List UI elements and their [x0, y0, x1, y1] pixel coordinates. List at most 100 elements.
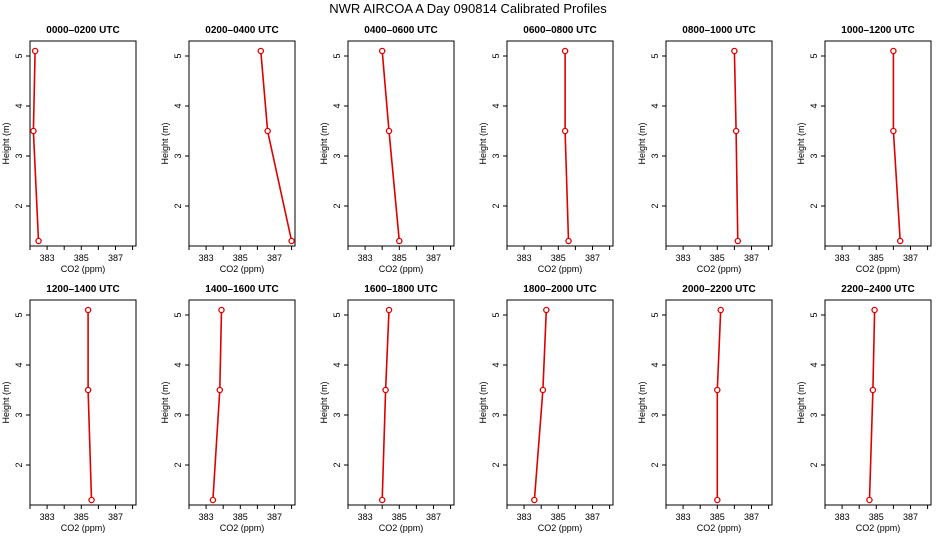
x-tick-label: 383: [358, 253, 373, 263]
profile-point: [561, 127, 569, 135]
y-tick-label: 4: [809, 362, 819, 367]
y-axis-label: Height (m): [1, 381, 11, 423]
plot-frame: [506, 299, 614, 506]
y-tick-label: 2: [14, 203, 24, 208]
y-tick-label: 3: [650, 153, 660, 158]
y-axis-label: Height (m): [796, 381, 806, 423]
profile-line: [381, 50, 401, 242]
x-tick-label: 385: [392, 253, 407, 263]
x-tick-label: 385: [392, 512, 407, 522]
profile-point: [385, 127, 393, 135]
panel-title: 0000–0200 UTC: [46, 25, 119, 36]
profile-point: [866, 496, 873, 504]
y-tick-label: 2: [491, 462, 501, 467]
y-axis-label: Height (m): [319, 122, 329, 164]
x-axis-label: CO2 (ppm): [697, 523, 742, 533]
panel-5: 1000–1200 UTC 383 385 387 2 3 4 5 CO2 (ppm) Heigh…: [796, 25, 932, 274]
y-axis-label: Height (m): [160, 122, 170, 164]
y-tick-label: 5: [809, 53, 819, 58]
x-tick-label: 385: [710, 512, 725, 522]
y-tick-label: 3: [332, 153, 342, 158]
y-tick-label: 3: [14, 412, 24, 417]
profile-point: [890, 47, 897, 55]
y-tick-label: 3: [809, 153, 819, 158]
y-tick-label: 3: [332, 412, 342, 417]
profile-point: [84, 386, 92, 394]
profile-line: [733, 50, 739, 242]
y-tick-label: 5: [809, 312, 819, 317]
x-tick-label: 387: [267, 512, 282, 522]
x-tick-label: 383: [517, 253, 532, 263]
profile-point: [209, 496, 217, 504]
x-tick-label: 385: [74, 253, 89, 263]
profile-point: [896, 237, 904, 245]
y-tick-label: 4: [173, 362, 183, 367]
y-axis-label: Height (m): [796, 122, 806, 164]
y-tick-label: 4: [650, 103, 660, 108]
profile-line: [87, 310, 93, 501]
profile-point: [35, 237, 42, 245]
profile-point: [218, 306, 225, 314]
y-tick-label: 2: [650, 203, 660, 208]
x-axis-label: CO2 (ppm): [379, 264, 424, 274]
profile-point: [30, 127, 37, 135]
x-axis-label: CO2 (ppm): [538, 264, 583, 274]
x-axis-label: CO2 (ppm): [220, 264, 265, 274]
panel-title: 1400–1600 UTC: [205, 284, 278, 295]
x-tick-label: 385: [710, 253, 725, 263]
y-tick-label: 3: [14, 153, 24, 158]
profile-point: [382, 386, 389, 394]
y-tick-label: 4: [14, 362, 24, 367]
profile-point: [31, 47, 39, 55]
x-tick-label: 387: [108, 512, 123, 522]
x-tick-label: 385: [551, 512, 566, 522]
x-tick-label: 387: [267, 253, 282, 263]
y-tick-label: 5: [14, 312, 24, 317]
x-axis-label: CO2 (ppm): [856, 264, 901, 274]
panel-7: 1400–1600 UTC 383 385 387 2 3 4 5 CO2 (ppm) Heigh…: [160, 284, 296, 533]
panel-title: 2000–2200 UTC: [682, 284, 755, 295]
y-tick-label: 2: [491, 203, 501, 208]
panel-4: 0800–1000 UTC 383 385 387 2 3 4 5 CO2 (ppm) Heigh…: [637, 25, 773, 274]
profile-point: [714, 496, 721, 504]
x-axis-label: CO2 (ppm): [538, 523, 583, 533]
plot-frame: [347, 40, 455, 247]
profile-point: [565, 237, 572, 245]
x-tick-label: 383: [199, 512, 214, 522]
x-tick-label: 387: [744, 253, 759, 263]
x-axis-label: CO2 (ppm): [697, 264, 742, 274]
panel-title: 0800–1000 UTC: [682, 25, 755, 36]
y-tick-label: 5: [173, 312, 183, 317]
profile-point: [264, 127, 271, 135]
y-tick-label: 2: [14, 462, 24, 467]
profile-line: [868, 309, 876, 501]
panel-9: 1800–2000 UTC 383 385 387 2 3 4 5 CO2 (ppm) Heigh…: [478, 284, 614, 533]
x-tick-label: 385: [869, 512, 884, 522]
y-tick-label: 4: [491, 103, 501, 108]
y-tick-label: 3: [491, 412, 501, 417]
y-axis-label: Height (m): [637, 381, 647, 423]
profile-point: [717, 306, 724, 314]
x-tick-label: 385: [233, 512, 248, 522]
y-tick-label: 4: [14, 103, 24, 108]
x-axis-label: CO2 (ppm): [856, 523, 901, 533]
profile-point: [84, 306, 92, 314]
profile-point: [869, 386, 877, 394]
x-axis-label: CO2 (ppm): [61, 523, 106, 533]
y-tick-label: 2: [173, 203, 183, 208]
y-tick-label: 3: [809, 412, 819, 417]
x-tick-label: 383: [358, 512, 373, 522]
x-tick-label: 385: [74, 512, 89, 522]
plot-frame: [824, 299, 932, 506]
panel-title: 0200–0400 UTC: [205, 25, 278, 36]
y-axis-label: Height (m): [478, 122, 488, 164]
x-tick-label: 383: [835, 512, 850, 522]
x-tick-label: 383: [517, 512, 532, 522]
plot-frame: [665, 299, 773, 506]
profile-line: [381, 309, 390, 501]
x-tick-label: 387: [585, 253, 600, 263]
profile-point: [288, 237, 295, 245]
x-tick-label: 383: [676, 512, 691, 522]
panel-title: 1200–1400 UTC: [46, 284, 119, 295]
